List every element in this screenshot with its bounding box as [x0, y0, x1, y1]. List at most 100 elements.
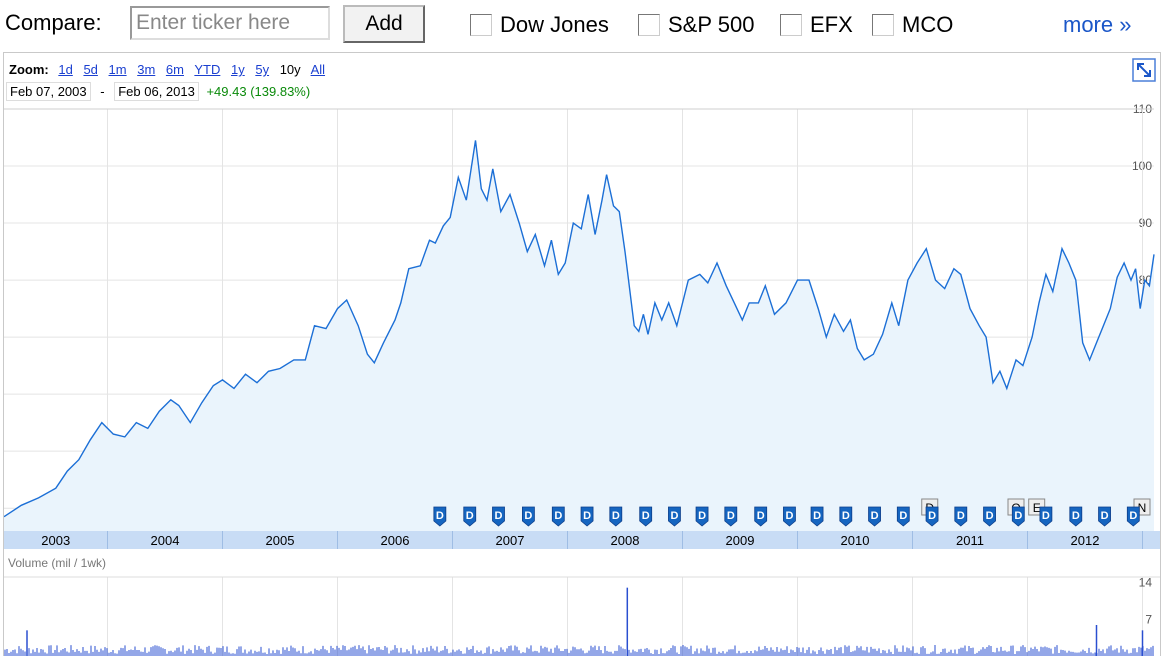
expand-icon[interactable]	[1132, 58, 1156, 82]
dividend-marker-shape	[754, 506, 768, 527]
sp500-label: S&P 500	[668, 12, 755, 37]
efx-label: EFX	[810, 12, 853, 37]
compare-sp500[interactable]: S&P 500	[638, 12, 754, 38]
compare-efx[interactable]: EFX	[780, 12, 853, 38]
dividend-marker: D	[754, 506, 768, 527]
dividend-marker: D	[783, 506, 796, 527]
add-button[interactable]: Add	[343, 5, 425, 43]
compare-dow-jones[interactable]: Dow Jones	[470, 12, 609, 38]
x-tick-label: 2007	[496, 533, 525, 548]
efx-checkbox[interactable]	[780, 14, 802, 36]
dividend-marker-shape	[1069, 506, 1083, 527]
dividend-marker-label: D	[1129, 510, 1137, 522]
zoom-1y[interactable]: 1y	[230, 62, 245, 77]
x-tick-label: 2004	[151, 533, 180, 548]
zoom-label: Zoom:	[9, 62, 49, 77]
zoom-ytd[interactable]: YTD	[194, 62, 221, 77]
zoom-all[interactable]: All	[310, 62, 326, 77]
dividend-marker-label: D	[1101, 510, 1109, 522]
dividend-marker-shape	[810, 506, 824, 527]
dividend-marker-shape	[580, 506, 594, 527]
dividend-marker-label: D	[727, 510, 735, 522]
dividend-marker-shape	[925, 506, 939, 527]
zoom-5y[interactable]: 5y	[255, 62, 270, 77]
ticker-input[interactable]	[130, 6, 330, 40]
dividend-marker: D	[1069, 506, 1083, 527]
mco-label: MCO	[902, 12, 954, 37]
dividend-marker-shape	[609, 506, 623, 527]
dividend-marker-shape	[954, 506, 968, 527]
zoom-controls: Zoom: 1d 5d 1m 3m 6m YTD 1y 5y 10y All	[9, 62, 332, 77]
dividend-marker: D	[1098, 506, 1111, 527]
dividend-marker-shape	[896, 506, 910, 527]
dividend-marker-label: D	[436, 510, 444, 522]
dow-jones-label: Dow Jones	[500, 12, 609, 37]
mco-checkbox[interactable]	[872, 14, 894, 36]
dividend-marker: D	[639, 506, 653, 527]
dividend-marker: D	[522, 506, 535, 527]
dividend-marker-shape	[639, 506, 653, 527]
dividend-marker-label: D	[698, 510, 706, 522]
zoom-6m[interactable]: 6m	[165, 62, 184, 77]
dividend-marker-label: D	[986, 510, 994, 522]
dividend-marker: D	[668, 506, 681, 527]
zoom-1m[interactable]: 1m	[108, 62, 127, 77]
dividend-marker: D	[1011, 506, 1025, 527]
volume-tick-label: 14	[1139, 575, 1153, 589]
dividend-marker-shape	[783, 506, 796, 527]
date-separator: -	[100, 84, 105, 99]
start-date[interactable]: Feb 07, 2003	[6, 82, 91, 101]
dividend-marker-label: D	[1072, 510, 1080, 522]
dividend-marker-label: D	[583, 510, 591, 522]
dividend-marker-label: D	[899, 510, 907, 522]
zoom-1d[interactable]: 1d	[58, 62, 73, 77]
volume-tick-label: 7	[1145, 613, 1152, 627]
compare-bar: Compare: Add Dow Jones S&P 500 EFX MCO m…	[0, 0, 1165, 50]
x-tick-label: 2011	[956, 533, 984, 548]
dividend-marker: D	[433, 506, 447, 527]
zoom-3m[interactable]: 3m	[137, 62, 156, 77]
dividend-marker: D	[1126, 506, 1140, 527]
dividend-marker-label: D	[928, 510, 936, 522]
dividend-marker-shape	[433, 506, 447, 527]
dividend-marker-shape	[839, 506, 853, 527]
sp500-checkbox[interactable]	[638, 14, 660, 36]
dow-jones-checkbox[interactable]	[470, 14, 492, 36]
zoom-5d[interactable]: 5d	[83, 62, 98, 77]
price-change: +49.43 (139.83%)	[206, 84, 311, 99]
x-tick-label: 2012	[1071, 533, 1100, 548]
dividend-marker-label: D	[670, 510, 678, 522]
compare-mco[interactable]: MCO	[872, 12, 953, 38]
dividend-marker: D	[580, 506, 594, 527]
x-tick-label: 2005	[266, 533, 295, 548]
dividend-marker: D	[925, 506, 939, 527]
dividend-marker-shape	[1011, 506, 1025, 527]
dividend-marker-label: D	[1042, 510, 1050, 522]
dividend-marker-label: D	[524, 510, 532, 522]
x-tick-label: 2010	[841, 533, 870, 548]
x-axis-band	[4, 531, 1160, 549]
dividend-marker-label: D	[871, 510, 879, 522]
volume-bars	[4, 587, 1154, 656]
more-link[interactable]: more »	[1063, 12, 1132, 37]
end-date[interactable]: Feb 06, 2013	[114, 82, 199, 101]
dividend-marker: D	[492, 506, 505, 527]
price-chart[interactable]: 4050607080901001102003200420052006200720…	[4, 53, 1160, 656]
x-tick-label: 2009	[726, 533, 755, 548]
dividend-marker: D	[839, 506, 853, 527]
x-tick-label: 2003	[41, 533, 70, 548]
dividend-marker-shape	[522, 506, 535, 527]
dividend-marker-shape	[668, 506, 681, 527]
dividend-marker-shape	[463, 506, 477, 527]
compare-label: Compare:	[5, 10, 102, 35]
dividend-marker-shape	[1039, 506, 1053, 527]
dividend-marker-shape	[868, 506, 881, 527]
dividend-marker: D	[551, 506, 565, 527]
dividend-marker: D	[868, 506, 881, 527]
chart-area[interactable]: 4050607080901001102003200420052006200720…	[3, 52, 1161, 656]
dividend-marker-label: D	[757, 510, 765, 522]
dividend-marker-label: D	[785, 510, 793, 522]
dividend-marker-shape	[551, 506, 565, 527]
dividend-marker-label: D	[495, 510, 503, 522]
